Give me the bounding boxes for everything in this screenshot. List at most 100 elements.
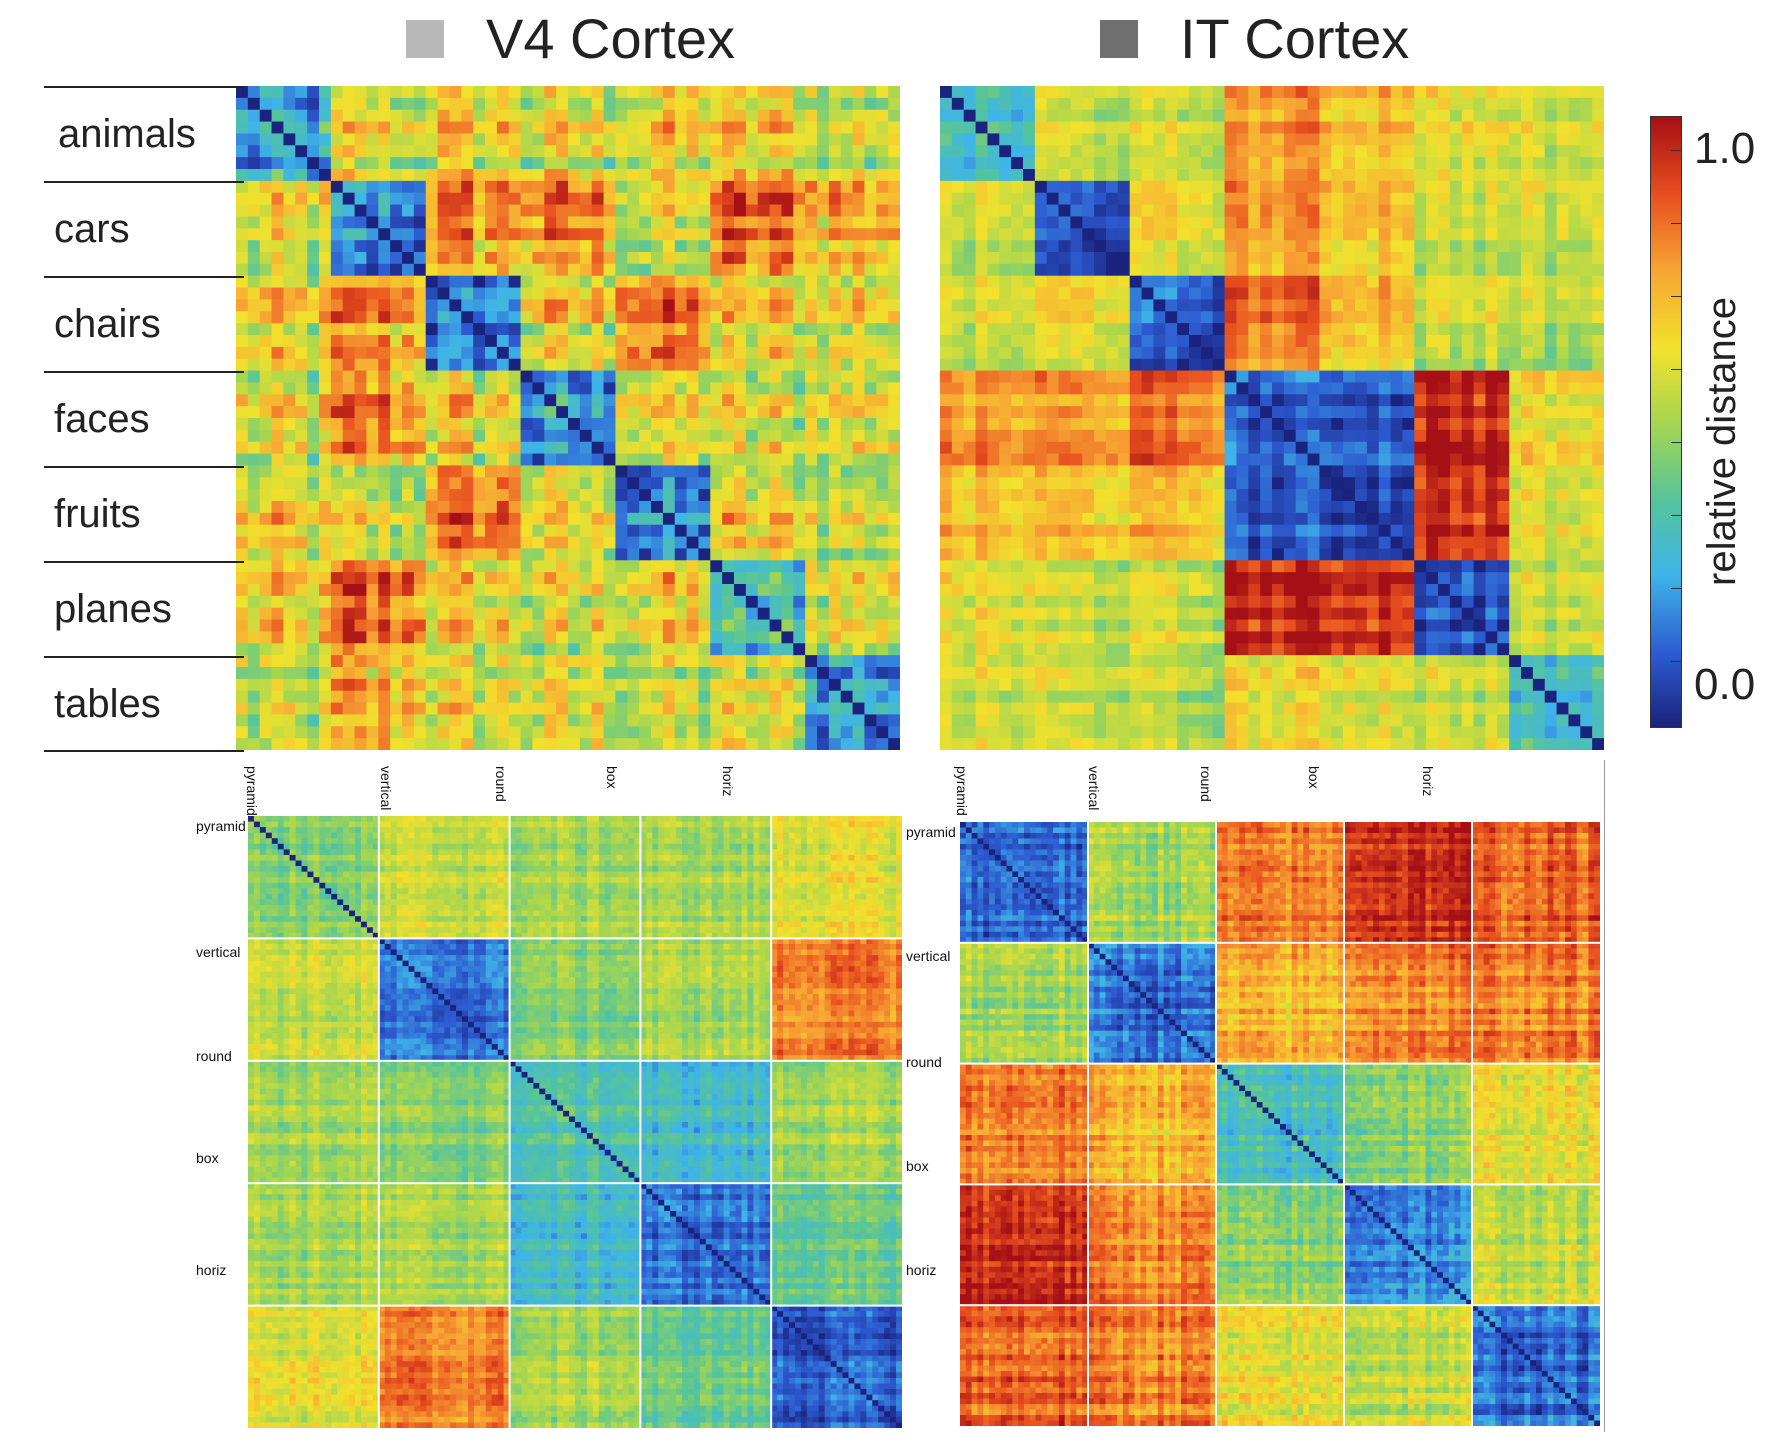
heatmap-cell	[852, 252, 866, 265]
heatmap-cell	[1023, 512, 1036, 526]
heatmap-cell	[1094, 489, 1107, 502]
heatmap-cell	[591, 358, 605, 372]
heatmap-cell	[413, 323, 427, 336]
heatmap-cell	[1141, 311, 1155, 324]
heatmap-cell	[1165, 358, 1178, 372]
heatmap-cell	[1034, 655, 1048, 668]
heatmap-cell	[1082, 607, 1095, 621]
heatmap-cell	[271, 275, 285, 289]
heatmap-cell	[413, 109, 427, 123]
heatmap-cell	[1070, 572, 1083, 585]
heatmap-cell	[1046, 370, 1060, 384]
heatmap-cell	[987, 477, 1000, 490]
heatmap-cell	[1485, 169, 1498, 182]
heatmap-cell	[1319, 109, 1332, 123]
heatmap-cell	[1082, 477, 1095, 490]
heatmap-cell	[449, 109, 462, 123]
heatmap-cell	[591, 738, 605, 750]
heatmap-cell	[508, 560, 522, 573]
heatmap-cell	[987, 204, 1000, 218]
heatmap-cell	[722, 382, 735, 395]
heatmap-cell	[987, 714, 1000, 727]
heatmap-cell	[1343, 145, 1356, 158]
heatmap-cell	[1165, 157, 1178, 170]
heatmap-cell	[734, 335, 747, 348]
heatmap-cell	[1129, 382, 1143, 395]
heatmap-cell	[1106, 216, 1119, 229]
heatmap-cell	[1023, 346, 1036, 360]
heatmap-cell	[1141, 678, 1155, 692]
heatmap-cell	[1034, 145, 1048, 158]
heatmap-cell	[1023, 619, 1036, 633]
heatmap-cell	[940, 512, 953, 526]
heatmap-cell	[1023, 358, 1036, 372]
heatmap-cell	[987, 335, 1000, 348]
heatmap-cell	[413, 726, 427, 739]
heatmap-cell	[532, 524, 545, 538]
heatmap-cell	[295, 382, 308, 395]
heatmap-cell	[485, 655, 498, 668]
heatmap-cell	[627, 631, 640, 644]
heatmap-cell	[1070, 370, 1083, 384]
heatmap-cell	[1058, 169, 1072, 182]
heatmap-cell	[1473, 180, 1487, 194]
heatmap-cell	[963, 192, 977, 206]
heatmap-cell	[307, 358, 320, 372]
heatmap-cell	[1165, 275, 1178, 289]
heatmap-cell	[473, 465, 486, 478]
heatmap-cell	[963, 619, 977, 633]
heatmap-cell	[698, 133, 711, 146]
heatmap-cell	[283, 631, 296, 644]
heatmap-cell	[1378, 157, 1392, 170]
heatmap-cell	[852, 240, 866, 253]
heatmap-cell	[722, 572, 735, 585]
heatmap-cell	[852, 394, 866, 407]
heatmap-cell	[864, 714, 877, 727]
heatmap-cell	[473, 584, 486, 597]
heatmap-cell	[1532, 169, 1546, 182]
heatmap-cell	[1355, 275, 1368, 289]
heatmap-cell	[662, 738, 676, 750]
heatmap-cell	[544, 299, 557, 312]
heatmap-cell	[342, 560, 356, 573]
heatmap-cell	[378, 370, 391, 384]
heatmap-cell	[342, 418, 356, 431]
heatmap-cell	[781, 738, 794, 750]
heatmap-cell	[508, 690, 522, 704]
heatmap-cell	[532, 86, 545, 99]
heatmap-cell	[591, 548, 605, 561]
heatmap-cell	[461, 240, 474, 253]
heatmap-cell	[1200, 240, 1214, 253]
heatmap-cell	[378, 394, 391, 407]
heatmap-cell	[425, 501, 439, 514]
heatmap-cell	[1224, 252, 1238, 265]
heatmap-cell	[769, 453, 783, 467]
heatmap-cell	[639, 607, 652, 621]
heatmap-cell	[662, 643, 676, 656]
heatmap-cell	[485, 572, 498, 585]
heatmap-cell	[1011, 346, 1024, 360]
heatmap-cell	[734, 263, 747, 277]
heatmap-cell	[354, 133, 368, 146]
heatmap-cell	[639, 287, 652, 301]
heatmap-cell	[1023, 299, 1036, 312]
heatmap-cell	[686, 228, 700, 241]
heatmap-cell	[1094, 346, 1107, 360]
heatmap-cell	[1046, 287, 1060, 301]
heatmap-cell	[651, 406, 664, 419]
heatmap-cell	[662, 714, 676, 727]
heatmap-cell	[1094, 121, 1107, 135]
heatmap-cell	[568, 192, 581, 206]
heatmap-cell	[975, 584, 989, 597]
heatmap-cell	[508, 441, 522, 455]
heatmap-cell	[999, 394, 1012, 407]
heatmap-cell	[556, 512, 569, 526]
heatmap-cell	[1331, 97, 1344, 111]
heatmap-cell	[496, 690, 510, 704]
heatmap-cell	[1094, 287, 1107, 301]
heatmap-cell	[1023, 382, 1036, 395]
heatmap-cell	[437, 572, 451, 585]
heatmap-cell	[1011, 109, 1024, 123]
heatmap-cell	[1011, 655, 1024, 668]
heatmap-cell	[1094, 216, 1107, 229]
